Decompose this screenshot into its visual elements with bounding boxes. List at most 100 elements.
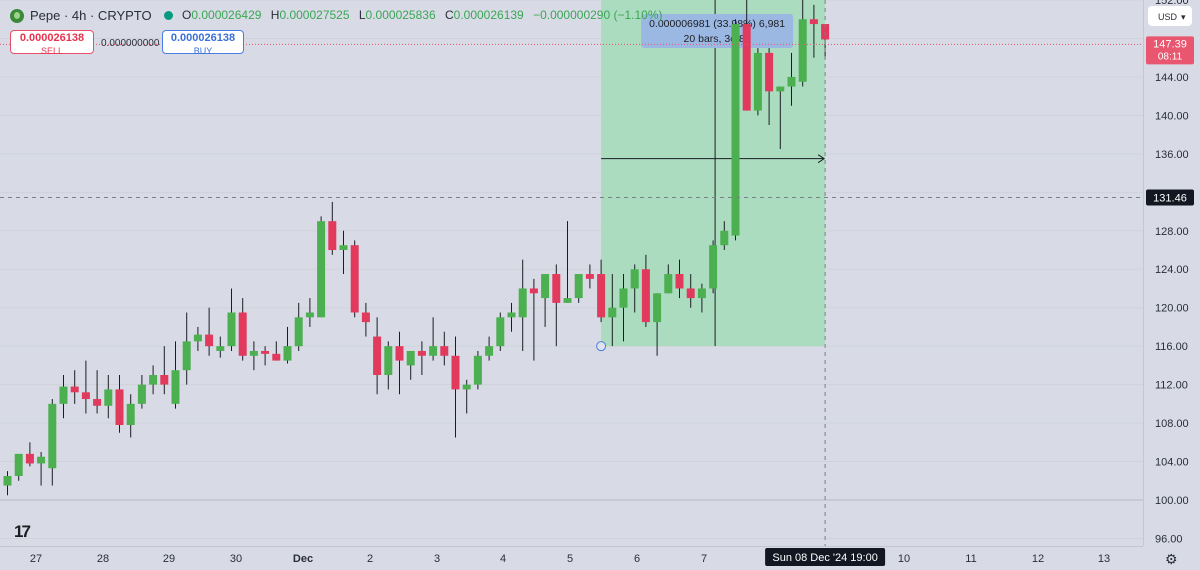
- x-tick-label: 3: [434, 553, 440, 565]
- candle-down: [742, 24, 751, 111]
- candle-up: [608, 307, 617, 318]
- candle-up: [171, 370, 180, 404]
- open-value: 0.000026429: [191, 8, 262, 22]
- candle-up: [317, 221, 326, 318]
- symbol-label: Pepe · 4h · CRYPTO: [30, 8, 152, 23]
- high-key: H: [270, 8, 280, 22]
- crosshair-time-label: Sun 08 Dec '24 19:00: [772, 552, 877, 564]
- x-tick-label: 6: [634, 553, 640, 565]
- candle-down: [261, 350, 270, 354]
- y-tick-label: 100.00: [1155, 495, 1189, 507]
- buy-label: BUY: [193, 46, 213, 56]
- candle-down: [597, 274, 606, 318]
- candle-up: [37, 456, 46, 464]
- close-key: C: [444, 8, 454, 22]
- candle-down: [529, 288, 538, 294]
- x-tick-label: Dec: [293, 553, 313, 565]
- low-value: 0.000025836: [365, 8, 436, 22]
- currency-selector[interactable]: USD ▾: [1148, 6, 1192, 26]
- current-price-label: 147.39: [1153, 38, 1187, 50]
- x-tick-label: 28: [97, 553, 109, 565]
- candle-up: [753, 52, 762, 111]
- candle-up: [619, 288, 628, 308]
- candle-down: [361, 312, 370, 323]
- candle-down: [552, 274, 561, 303]
- candle-up: [697, 288, 706, 299]
- candle-up: [507, 312, 516, 318]
- sell-label: SELL: [40, 46, 64, 56]
- sell-button[interactable]: 0.000026138 SELL: [10, 30, 94, 56]
- candle-down: [373, 336, 382, 376]
- measure-label-line1: 0.000006981 (33.98%) 6,981: [649, 18, 785, 30]
- candle-up: [664, 274, 673, 294]
- candle-up: [485, 346, 494, 356]
- candle-down: [675, 274, 684, 289]
- candle-up: [709, 245, 718, 289]
- candle-up: [59, 386, 68, 404]
- candle-up: [137, 384, 146, 404]
- candle-down: [25, 453, 34, 464]
- candle-up: [48, 403, 57, 469]
- candle-up: [294, 317, 303, 347]
- candlestick-series: [3, 0, 830, 496]
- candle-down: [451, 355, 460, 390]
- candle-down: [440, 346, 449, 356]
- tradingview-logo-icon[interactable]: 17: [14, 522, 31, 541]
- candle-up: [339, 245, 348, 251]
- candle-up: [149, 375, 158, 385]
- candle-down: [81, 392, 90, 400]
- candle-down: [70, 386, 79, 393]
- sell-price: 0.000026138: [19, 32, 85, 44]
- buy-button[interactable]: 0.000026138 BUY: [162, 30, 244, 56]
- candle-down: [115, 389, 124, 426]
- candle-up: [227, 312, 236, 347]
- candle-down: [328, 221, 337, 251]
- candle-down: [395, 346, 404, 361]
- x-tick-label: 7: [701, 553, 707, 565]
- candle-down: [272, 353, 281, 361]
- ohlc-legend: O0.000026429 H0.000027525 L0.000025836 C…: [182, 8, 669, 22]
- current-price-badge: [1146, 36, 1194, 65]
- candle-down: [641, 269, 650, 323]
- y-tick-label: 112.00: [1155, 380, 1188, 392]
- candle-down: [238, 312, 247, 356]
- candle-up: [473, 355, 482, 385]
- candle-up: [798, 19, 807, 82]
- currency-label: USD: [1158, 12, 1178, 22]
- crosshair-price-badge: [1146, 189, 1194, 206]
- x-tick-label: 13: [1098, 553, 1110, 565]
- x-tick-label: 10: [898, 553, 910, 565]
- candle-up: [182, 341, 191, 371]
- open-key: O: [182, 8, 192, 22]
- candle-up: [3, 475, 12, 486]
- candle-up: [496, 317, 505, 347]
- y-tick-label: 124.00: [1155, 264, 1189, 276]
- candle-up: [216, 346, 225, 351]
- close-value: 0.000026139: [453, 8, 524, 22]
- candle-down: [160, 375, 169, 385]
- candle-up: [104, 389, 113, 406]
- measure-tool[interactable]: 0.000006981 (33.98%) 6,981 20 bars, 3d 8h: [596, 0, 830, 352]
- y-tick-label: 108.00: [1155, 418, 1189, 430]
- candle-up: [787, 76, 796, 87]
- gear-icon[interactable]: ⚙: [1165, 551, 1178, 567]
- arrow-right-icon: [817, 154, 826, 164]
- candle-up: [653, 293, 662, 323]
- candle-up: [305, 312, 314, 318]
- x-tick-label: 12: [1032, 553, 1044, 565]
- chevron-down-icon: ▾: [1181, 12, 1186, 22]
- high-value: 0.000027525: [279, 8, 350, 22]
- candle-up: [776, 86, 785, 92]
- candle-up: [14, 453, 23, 476]
- x-tick-label: 29: [163, 553, 175, 565]
- crosshair-price-label: 131.46: [1153, 193, 1187, 205]
- symbol-info[interactable]: Pepe · 4h · CRYPTO: [10, 8, 177, 23]
- candle-down: [205, 334, 214, 347]
- candle-up: [283, 346, 292, 361]
- measure-label-line2: 20 bars, 3d 8h: [684, 33, 751, 45]
- candle-up: [406, 350, 415, 366]
- y-tick-label: 104.00: [1155, 457, 1189, 469]
- market-status-icon: [163, 11, 173, 20]
- crosshair-time-badge: [765, 548, 886, 566]
